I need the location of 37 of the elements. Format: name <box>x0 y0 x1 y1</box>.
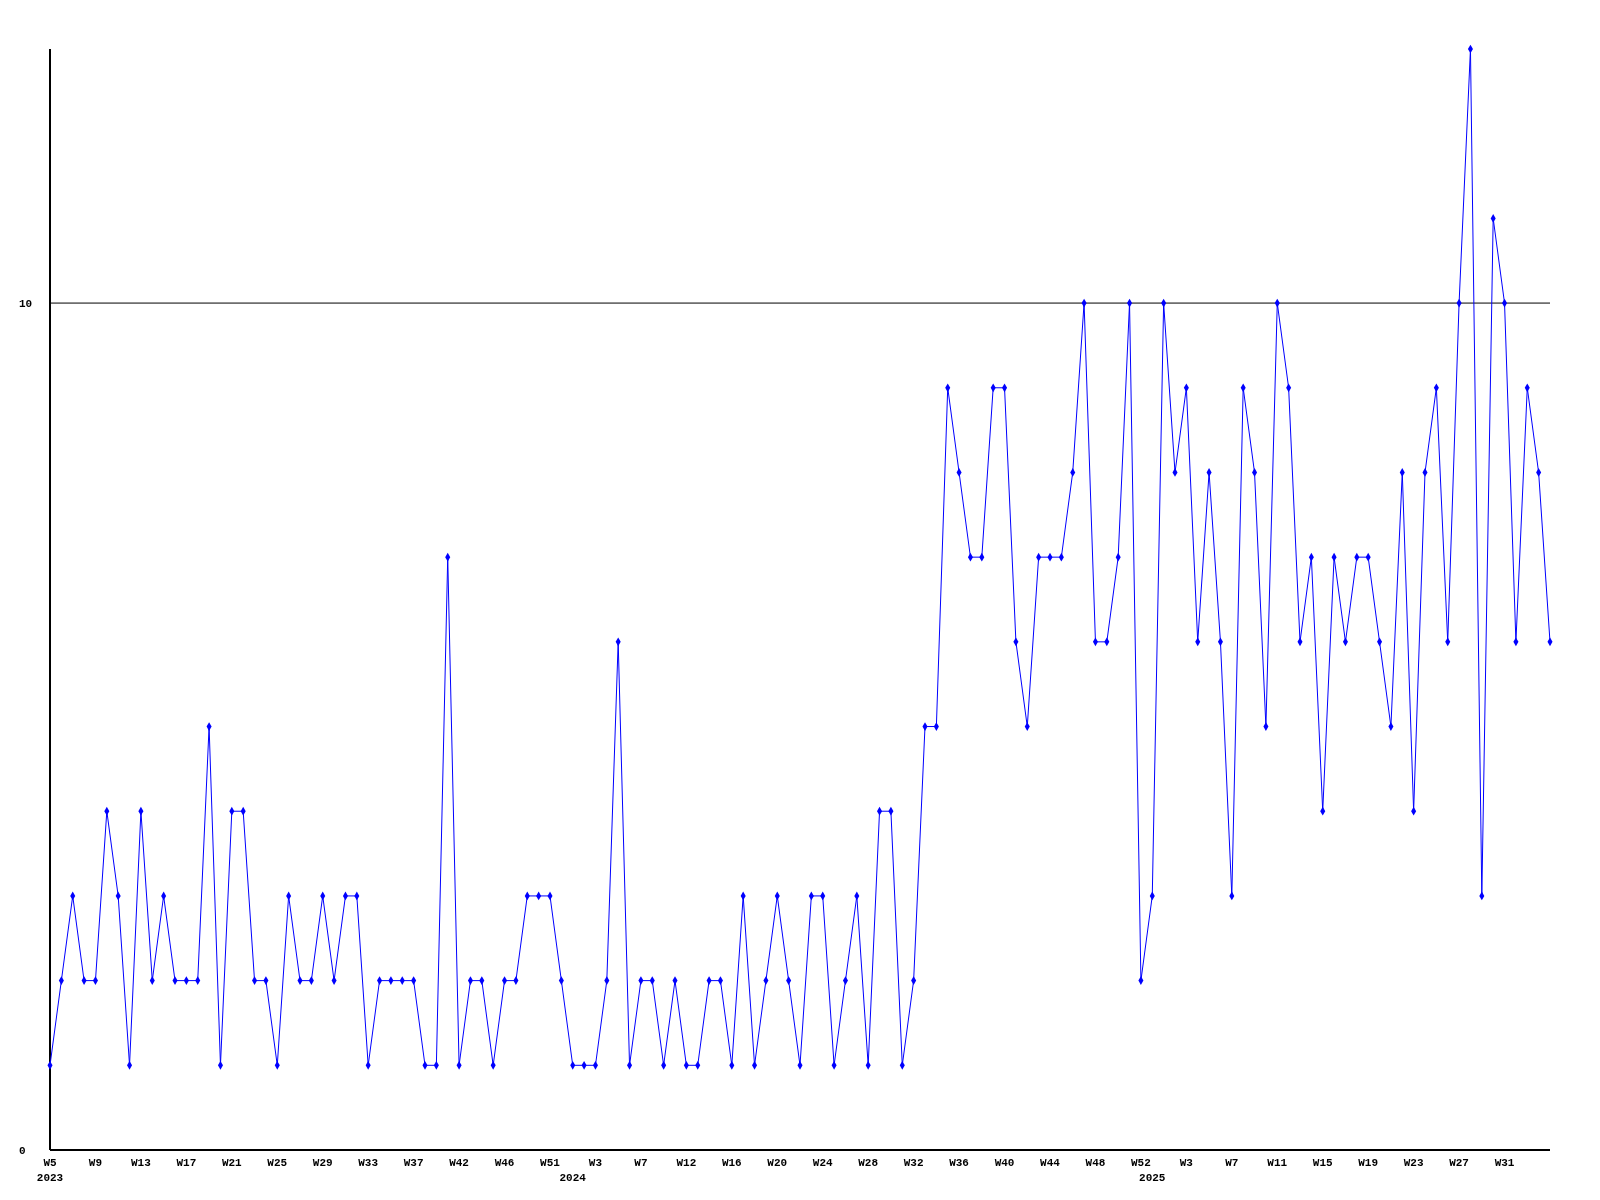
x-tick-label: W32 <box>903 1157 924 1169</box>
x-tick-label: W44 <box>1040 1157 1061 1169</box>
x-tick-label: W13 <box>131 1157 152 1169</box>
x-tick-label: W9 <box>88 1157 103 1169</box>
x-tick-label: W7 <box>1225 1157 1239 1169</box>
x-tick-label: W33 <box>358 1157 379 1169</box>
x-tick-label: W5 2023 <box>36 1157 64 1184</box>
x-tick-label: W23 <box>1403 1157 1424 1169</box>
x-tick-label: W42 <box>449 1157 469 1169</box>
x-tick-label: W3 <box>588 1157 603 1169</box>
x-tick-label: W7 <box>634 1157 648 1169</box>
y-tick-label: 10 <box>19 297 33 310</box>
x-tick-label: W15 <box>1312 1157 1334 1169</box>
x-tick-label: W20 <box>767 1157 788 1169</box>
x-tick-label: W11 <box>1267 1157 1288 1169</box>
x-tick-label: W52 <box>1131 1157 1151 1169</box>
y-tick-label: 0 <box>19 1144 26 1157</box>
x-tick-label: W24 <box>812 1157 834 1169</box>
x-tick-label: W40 <box>994 1157 1015 1169</box>
x-tick-label: W21 <box>221 1157 243 1169</box>
x-tick-label: W51 <box>540 1157 561 1169</box>
x-tick-label: W19 <box>1358 1157 1379 1169</box>
x-tick-label: W12 <box>676 1157 697 1169</box>
x-tick-label: W36 <box>949 1157 969 1169</box>
x-tick-label: 2025 <box>1139 1172 1166 1184</box>
x-tick-label: 2024 <box>559 1172 587 1184</box>
x-tick-label: W31 <box>1494 1157 1515 1169</box>
x-tick-label: W46 <box>494 1157 515 1169</box>
x-tick-label: W25 <box>267 1157 288 1169</box>
x-tick-label: W37 <box>403 1157 424 1169</box>
x-tick-label: W48 <box>1085 1157 1106 1169</box>
x-tick-label: W16 <box>721 1157 742 1169</box>
x-tick-label: W17 <box>176 1157 197 1169</box>
x-tick-label: W28 <box>858 1157 879 1169</box>
x-tick-label: W27 <box>1449 1157 1469 1169</box>
x-tick-label: W29 <box>312 1157 333 1169</box>
x-tick-label: W3 <box>1179 1157 1194 1169</box>
